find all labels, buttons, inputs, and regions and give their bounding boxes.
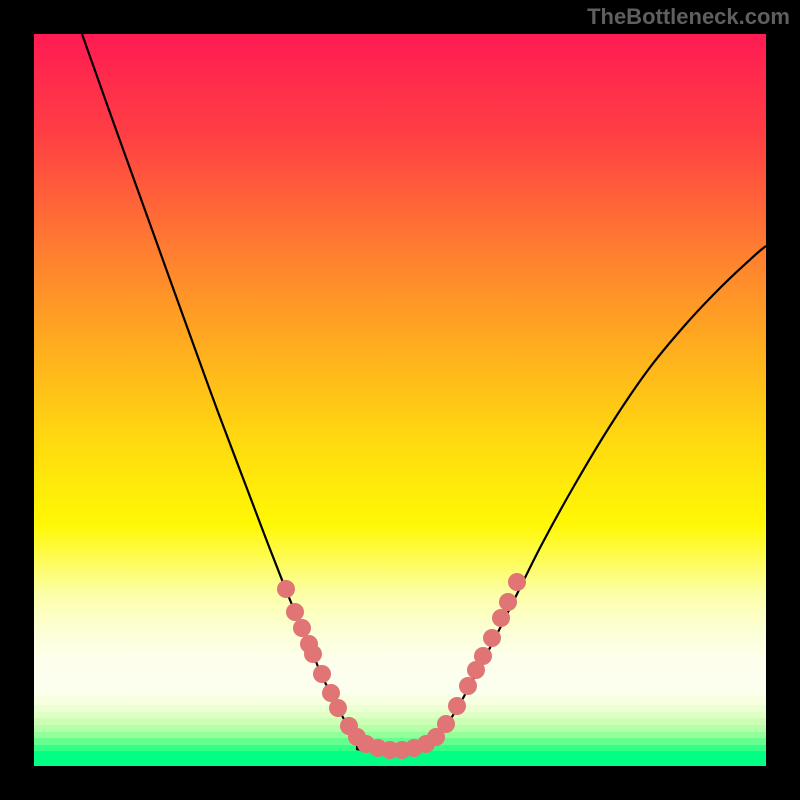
data-marker bbox=[448, 697, 466, 715]
data-marker bbox=[508, 573, 526, 591]
data-marker bbox=[437, 715, 455, 733]
data-marker bbox=[474, 647, 492, 665]
curve-left bbox=[82, 34, 360, 744]
data-marker bbox=[459, 677, 477, 695]
curves-svg bbox=[34, 34, 766, 766]
plot-area bbox=[34, 34, 766, 766]
data-marker bbox=[499, 593, 517, 611]
outer-frame: TheBottleneck.com bbox=[0, 0, 800, 800]
data-marker bbox=[329, 699, 347, 717]
data-marker bbox=[277, 580, 295, 598]
data-marker bbox=[492, 609, 510, 627]
data-marker bbox=[313, 665, 331, 683]
data-marker bbox=[304, 645, 322, 663]
data-marker bbox=[483, 629, 501, 647]
watermark-label: TheBottleneck.com bbox=[587, 4, 790, 30]
